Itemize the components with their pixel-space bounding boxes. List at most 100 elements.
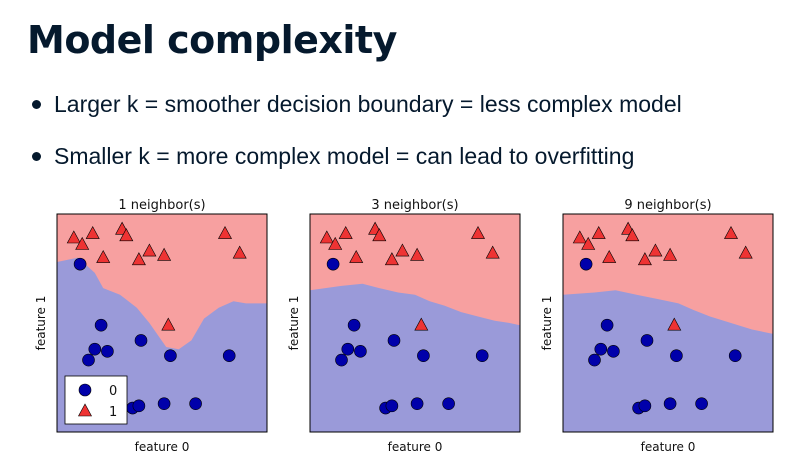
data-point-class-0 bbox=[164, 349, 177, 362]
bullet-list: Larger k = smoother decision boundary = … bbox=[30, 86, 682, 190]
chart-title: 1 neighbor(s) bbox=[118, 198, 205, 213]
decision-regions bbox=[563, 214, 773, 432]
data-point-class-1 bbox=[602, 249, 617, 263]
bullet-dot-icon bbox=[32, 100, 41, 109]
series-0 bbox=[579, 257, 742, 415]
data-point-class-1 bbox=[485, 245, 500, 259]
data-point-class-0 bbox=[670, 349, 683, 362]
legend-box bbox=[64, 375, 128, 425]
data-point-class-0 bbox=[385, 399, 399, 413]
data-point-class-0 bbox=[222, 349, 236, 362]
data-point-class-1 bbox=[338, 225, 353, 239]
decision-regions bbox=[310, 214, 520, 432]
data-point-class-0 bbox=[417, 349, 430, 362]
chart-panel-2: 3 neighbor(s) feature 0 feature 1 bbox=[287, 198, 521, 454]
series-1 bbox=[319, 221, 500, 331]
data-point-class-1 bbox=[625, 228, 640, 242]
data-point-class-1 bbox=[738, 245, 753, 259]
data-point-class-0 bbox=[594, 342, 608, 356]
data-point-class-0 bbox=[588, 353, 601, 367]
data-point-class-1 bbox=[131, 252, 146, 266]
class-0-region bbox=[563, 290, 773, 432]
y-axis-label: feature 1 bbox=[287, 296, 301, 351]
data-point-class-1 bbox=[85, 225, 100, 239]
data-point-class-1 bbox=[142, 243, 157, 257]
x-axis-label: feature 0 bbox=[388, 440, 443, 454]
data-point-class-0 bbox=[157, 397, 171, 410]
data-point-class-0 bbox=[475, 349, 489, 362]
series-1 bbox=[572, 221, 753, 331]
data-point-class-1 bbox=[66, 230, 81, 244]
chart-title: 9 neighbor(s) bbox=[624, 198, 711, 213]
data-point-class-1 bbox=[410, 247, 425, 261]
data-point-class-0 bbox=[579, 257, 593, 271]
data-point-class-1 bbox=[384, 252, 399, 266]
data-point-class-0 bbox=[335, 353, 348, 367]
data-point-class-0 bbox=[326, 257, 340, 271]
legend-triangle-icon bbox=[77, 403, 93, 417]
chart-title: 3 neighbor(s) bbox=[371, 198, 458, 213]
data-point-class-0 bbox=[640, 334, 654, 347]
legend-label-1: 1 bbox=[109, 405, 117, 420]
data-point-class-1 bbox=[349, 249, 364, 263]
data-point-class-1 bbox=[157, 247, 172, 261]
data-point-class-1 bbox=[217, 225, 233, 239]
data-point-class-1 bbox=[328, 236, 343, 250]
x-axis-label: feature 0 bbox=[641, 440, 696, 454]
data-point-class-0 bbox=[354, 345, 367, 358]
bullet-item: Larger k = smoother decision boundary = … bbox=[30, 86, 682, 138]
legend-circle-icon bbox=[78, 383, 92, 397]
plot-frame bbox=[562, 213, 774, 433]
bullet-text: Larger k = smoother decision boundary = … bbox=[54, 91, 682, 117]
slide-title: Model complexity bbox=[27, 18, 397, 62]
data-point-class-0 bbox=[442, 397, 455, 410]
series-0 bbox=[326, 257, 489, 415]
data-point-class-1 bbox=[637, 252, 652, 266]
series-0 bbox=[73, 257, 236, 415]
data-point-class-1 bbox=[319, 230, 334, 244]
legend: 01 bbox=[64, 375, 128, 425]
bullet-text: Smaller k = more complex model = can lea… bbox=[54, 143, 635, 169]
data-point-class-0 bbox=[189, 397, 202, 410]
data-point-class-1 bbox=[232, 245, 247, 259]
data-point-class-1 bbox=[75, 236, 90, 250]
y-axis-label: feature 1 bbox=[34, 296, 48, 351]
bullet-item: Smaller k = more complex model = can lea… bbox=[30, 138, 682, 190]
data-point-class-1 bbox=[572, 230, 587, 244]
data-point-class-0 bbox=[88, 342, 102, 356]
plot-frame bbox=[56, 213, 268, 433]
data-point-class-0 bbox=[134, 334, 148, 347]
data-point-class-1 bbox=[648, 243, 663, 257]
legend-label-0: 0 bbox=[109, 384, 117, 399]
data-point-class-0 bbox=[410, 397, 424, 410]
data-point-class-1 bbox=[581, 236, 596, 250]
data-point-class-0 bbox=[94, 318, 108, 332]
data-point-class-1 bbox=[372, 228, 387, 242]
data-point-class-0 bbox=[341, 342, 355, 356]
data-point-class-1 bbox=[96, 249, 111, 263]
data-point-class-0 bbox=[663, 397, 677, 410]
data-point-class-1 bbox=[591, 225, 606, 239]
class-0-region bbox=[310, 283, 520, 432]
data-point-class-0 bbox=[132, 399, 146, 413]
data-point-class-0 bbox=[638, 399, 652, 413]
data-point-class-1 bbox=[395, 243, 410, 257]
y-axis-label: feature 1 bbox=[540, 296, 554, 351]
data-point-class-0 bbox=[101, 345, 114, 358]
data-point-class-1 bbox=[470, 225, 486, 239]
data-point-class-1 bbox=[723, 225, 739, 239]
data-point-class-0 bbox=[600, 318, 614, 332]
bullet-dot-icon bbox=[32, 152, 41, 161]
data-point-class-0 bbox=[73, 257, 87, 271]
x-axis-label: feature 0 bbox=[135, 440, 190, 454]
data-point-class-0 bbox=[728, 349, 742, 362]
data-point-class-1 bbox=[161, 317, 176, 331]
data-point-class-1 bbox=[667, 317, 682, 331]
data-point-class-0 bbox=[387, 334, 401, 347]
chart-panel-3: 9 neighbor(s) feature 0 feature 1 bbox=[540, 198, 774, 454]
data-point-class-0 bbox=[695, 397, 708, 410]
plot-frame bbox=[309, 213, 521, 433]
data-point-class-0 bbox=[82, 353, 95, 367]
